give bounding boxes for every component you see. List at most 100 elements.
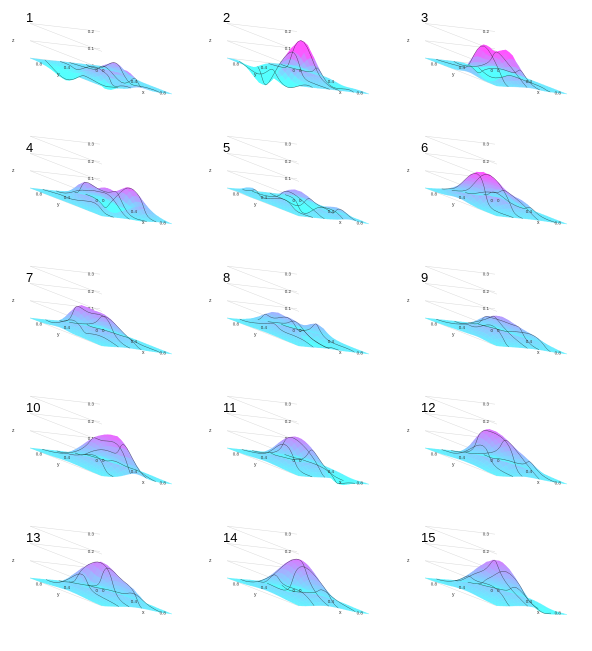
y-tick-label: 0.4 [261, 65, 268, 70]
y-axis-label: y [254, 592, 257, 598]
z-tick-label: 0.2 [88, 159, 95, 164]
z-axis-label: z [407, 558, 410, 564]
x-axis-label: x [537, 90, 540, 96]
z-tick-label: 0.2 [88, 419, 95, 424]
z-axis-label: z [209, 38, 212, 44]
panel-number: 4 [26, 140, 34, 155]
y-axis-label: y [254, 72, 257, 78]
x-axis-label: x [339, 220, 342, 226]
z-tick-label: 0.3 [483, 272, 490, 277]
y-axis-label: y [452, 72, 455, 78]
x-tick-label: 0 [299, 68, 302, 73]
z-tick-label: 0.2 [88, 289, 95, 294]
y-tick-label: 0 [95, 68, 98, 73]
y-tick-label: 0.4 [64, 585, 71, 590]
y-tick-label: 0 [292, 198, 295, 203]
y-tick-label: 0 [490, 588, 493, 593]
y-axis-label: y [452, 462, 455, 468]
z-tick-label: 0.1 [88, 176, 95, 181]
x-tick-label: 0 [497, 198, 500, 203]
x-tick-label: 0.4 [131, 339, 138, 344]
x-tick-label: 0.4 [131, 209, 138, 214]
y-axis-label: y [254, 202, 257, 208]
y-tick-label: 0.8 [233, 62, 240, 67]
z-tick-label: 0.3 [483, 142, 490, 147]
z-tick-label: 0.2 [483, 419, 490, 424]
z-axis-label: z [209, 168, 212, 174]
x-tick-label: 0.4 [131, 599, 138, 604]
y-tick-label: 0 [490, 68, 493, 73]
panel-number: 5 [223, 140, 231, 155]
panel-number: 3 [421, 10, 429, 25]
z-tick-label: 0.1 [88, 436, 95, 441]
x-axis-label: x [339, 90, 342, 96]
z-tick-label: 0.1 [483, 306, 490, 311]
y-axis-label: y [57, 202, 60, 208]
y-tick-label: 0.8 [233, 452, 240, 457]
panel-number: 9 [421, 270, 429, 285]
y-tick-label: 0.8 [431, 322, 438, 327]
x-tick-label: 0 [299, 198, 302, 203]
y-tick-label: 0.4 [64, 195, 71, 200]
z-tick-label: 0.2 [285, 29, 292, 34]
panel-number: 15 [421, 530, 436, 545]
y-axis-label: y [452, 592, 455, 598]
y-tick-label: 0.4 [459, 195, 466, 200]
z-tick-label: 0.3 [285, 532, 292, 537]
panel-number: 6 [421, 140, 429, 155]
x-axis-label: x [142, 220, 145, 226]
y-axis-label: y [57, 332, 60, 338]
x-axis-label: x [537, 480, 540, 486]
y-tick-label: 0 [95, 328, 98, 333]
x-tick-label: 0 [299, 588, 302, 593]
y-axis-label: y [57, 592, 60, 598]
z-axis-label: z [209, 428, 212, 434]
y-tick-label: 0.8 [36, 582, 43, 587]
z-axis-label: z [12, 558, 15, 564]
y-axis-label: y [57, 462, 60, 468]
y-tick-label: 0.4 [64, 65, 71, 70]
x-tick-label: 0.8 [160, 220, 167, 225]
x-tick-label: 0.4 [526, 209, 533, 214]
z-axis-label: z [12, 168, 15, 174]
x-tick-label: 0.4 [526, 469, 533, 474]
z-axis-label: z [12, 428, 15, 434]
y-tick-label: 0 [292, 68, 295, 73]
z-tick-label: 0.2 [285, 419, 292, 424]
y-tick-label: 0.4 [64, 455, 71, 460]
panel-number: 7 [26, 270, 34, 285]
x-tick-label: 0.4 [131, 469, 138, 474]
x-tick-label: 0.8 [357, 610, 364, 615]
x-tick-label: 0.4 [526, 339, 533, 344]
z-tick-label: 0.3 [285, 272, 292, 277]
x-axis-label: x [339, 480, 342, 486]
z-tick-label: 0.3 [483, 402, 490, 407]
panel-number: 12 [421, 400, 436, 415]
y-tick-label: 0.8 [36, 322, 43, 327]
z-tick-label: 0.2 [483, 29, 490, 34]
x-tick-label: 0 [102, 68, 105, 73]
x-tick-label: 0.4 [131, 79, 138, 84]
z-tick-label: 0.3 [88, 272, 95, 277]
x-tick-label: 0.8 [357, 90, 364, 95]
x-axis-label: x [537, 610, 540, 616]
x-tick-label: 0 [497, 588, 500, 593]
y-tick-label: 0.4 [459, 325, 466, 330]
y-tick-label: 0 [292, 328, 295, 333]
z-tick-label: 0.2 [285, 549, 292, 554]
z-tick-label: 0.2 [483, 549, 490, 554]
z-tick-label: 0.1 [88, 46, 95, 51]
